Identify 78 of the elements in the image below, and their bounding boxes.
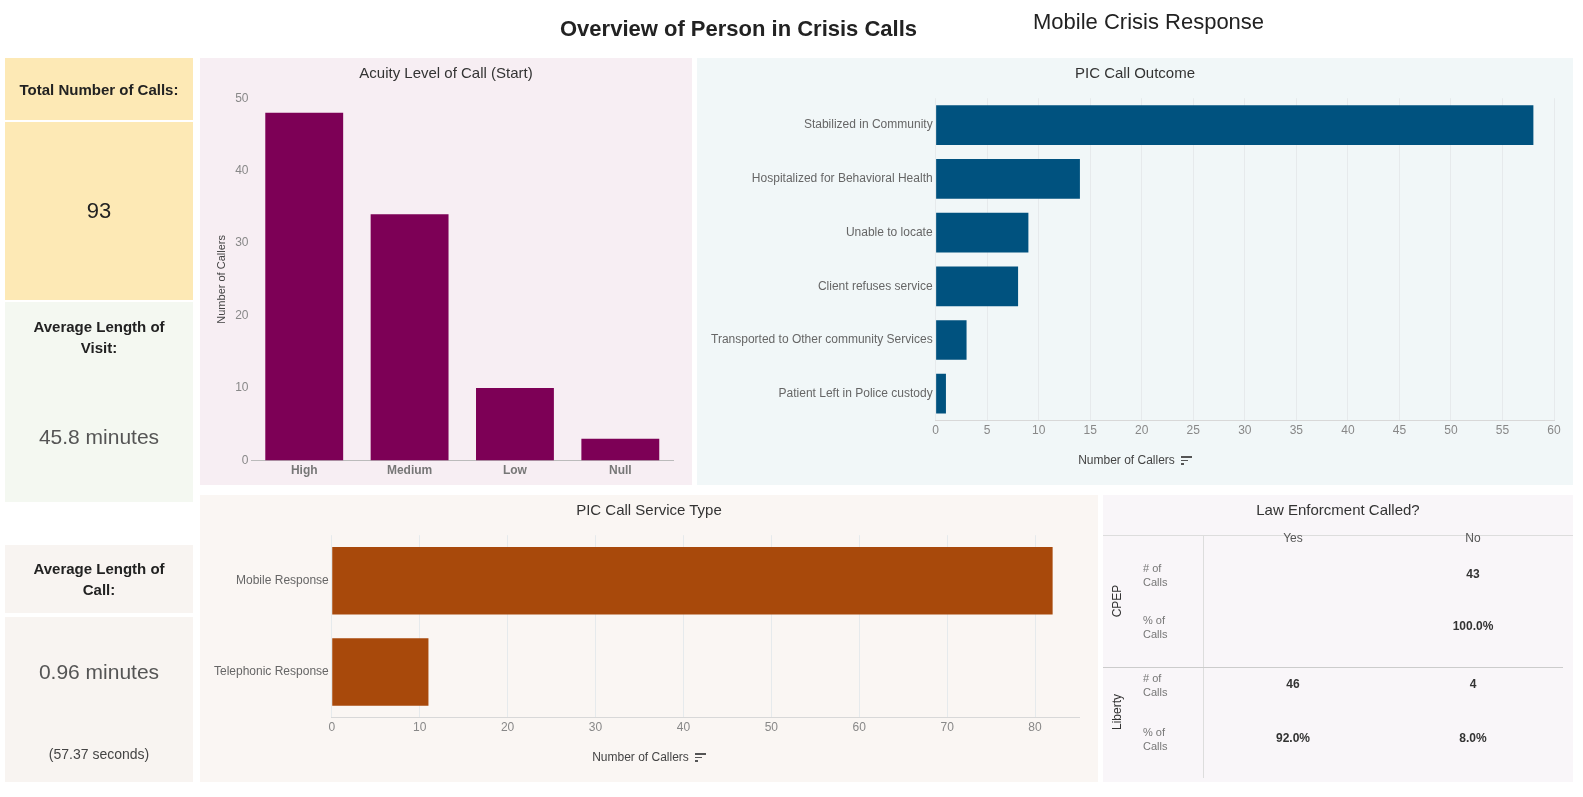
- x-tick-label: 70: [940, 720, 955, 735]
- x-tick-label: 60: [1547, 423, 1561, 438]
- bar: [936, 373, 946, 414]
- bar: [936, 266, 1019, 307]
- y-tick-label: Mobile Response: [236, 573, 330, 588]
- x-tick-label: 15: [1083, 423, 1098, 438]
- text: % of Calls: [1143, 725, 1169, 753]
- x-tick-label: Medium: [386, 463, 433, 478]
- text: (57.37 seconds): [5, 727, 193, 782]
- x-tick-label: Low: [502, 463, 528, 478]
- bar: [265, 112, 344, 461]
- x-tick-label: 25: [1186, 423, 1201, 438]
- bar: [936, 158, 1080, 199]
- x-tick-label: 10: [1032, 423, 1046, 438]
- y-tick-label: Unable to locate: [845, 224, 933, 239]
- text: Yes: [1282, 531, 1304, 545]
- bar: [476, 388, 554, 461]
- text: 46: [1285, 677, 1301, 691]
- x-tick-label: 40: [1341, 423, 1355, 438]
- text: Mobile Crisis Response: [1033, 9, 1265, 35]
- text: 92.0%: [1275, 731, 1311, 745]
- bar: [581, 438, 660, 461]
- bar: [936, 105, 1534, 145]
- y-tick-label: Hospitalized for Behavioral Health: [751, 171, 933, 186]
- x-tick-label: 50: [1444, 423, 1458, 438]
- x-tick-label: 35: [1289, 423, 1304, 438]
- text: 0.96 minutes: [5, 617, 193, 727]
- text: 8.0%: [1458, 731, 1488, 745]
- y-tick-label: Stabilized in Community: [803, 117, 933, 132]
- x-tick-label: 40: [676, 720, 691, 735]
- x-tick-label: 30: [588, 720, 603, 735]
- y-axis-title: Number of Callers: [214, 234, 227, 324]
- x-tick-label: 55: [1495, 423, 1510, 438]
- text: Liberty: [1110, 693, 1124, 731]
- text: Average Length of Call:: [5, 545, 193, 613]
- x-tick-label: 5: [983, 423, 991, 438]
- text: # of Calls: [1143, 671, 1169, 699]
- x-tick-label: 20: [1135, 423, 1149, 438]
- text: No: [1464, 531, 1482, 545]
- text: 100.0%: [1451, 619, 1495, 633]
- y-tick-label: Patient Left in Police custody: [778, 386, 933, 401]
- text: % of Calls: [1143, 613, 1169, 641]
- text: # of Calls: [1143, 561, 1169, 589]
- x-tick-label: 30: [1238, 423, 1252, 438]
- text: 43: [1465, 567, 1481, 581]
- x-tick-label: 80: [1028, 720, 1043, 735]
- x-axis-title: Number of Callers: [592, 750, 689, 764]
- chart-title: PIC Call Outcome: [1073, 64, 1196, 81]
- chart-title: PIC Call Service Type: [575, 501, 723, 518]
- x-tick-label: 10: [412, 720, 427, 735]
- y-tick-label: Transported to Other community Services: [711, 332, 933, 347]
- y-tick-label: 20: [235, 307, 249, 322]
- text: CPEP: [1110, 584, 1124, 618]
- x-axis-title: Number of Callers: [1078, 453, 1175, 467]
- x-tick-label: 50: [764, 720, 779, 735]
- text: 45.8 minutes: [5, 372, 193, 502]
- text: Overview of Person in Crisis Calls: [560, 16, 918, 42]
- text: Law Enforcment Called?: [1255, 501, 1421, 518]
- x-tick-label: 60: [852, 720, 867, 735]
- y-tick-label: 30: [235, 235, 249, 250]
- y-tick-label: 50: [235, 90, 249, 105]
- y-tick-label: 10: [235, 380, 249, 395]
- x-tick-label: 45: [1392, 423, 1407, 438]
- text: 4: [1468, 677, 1478, 691]
- y-tick-label: 0: [241, 452, 249, 467]
- x-tick-label: 20: [500, 720, 515, 735]
- x-tick-label: Null: [608, 463, 632, 478]
- y-tick-label: Client refuses service: [817, 278, 933, 293]
- chart-title: Acuity Level of Call (Start): [358, 64, 534, 81]
- bar: [936, 320, 967, 360]
- y-tick-label: 40: [235, 162, 249, 177]
- text: Average Length of Visit:: [5, 302, 193, 372]
- y-tick-label: Telephonic Response: [213, 664, 330, 679]
- text: Total Number of Calls:: [5, 58, 193, 120]
- bar: [936, 212, 1029, 253]
- bar: [370, 214, 449, 461]
- text: 93: [5, 122, 193, 300]
- x-tick-label: High: [290, 463, 318, 478]
